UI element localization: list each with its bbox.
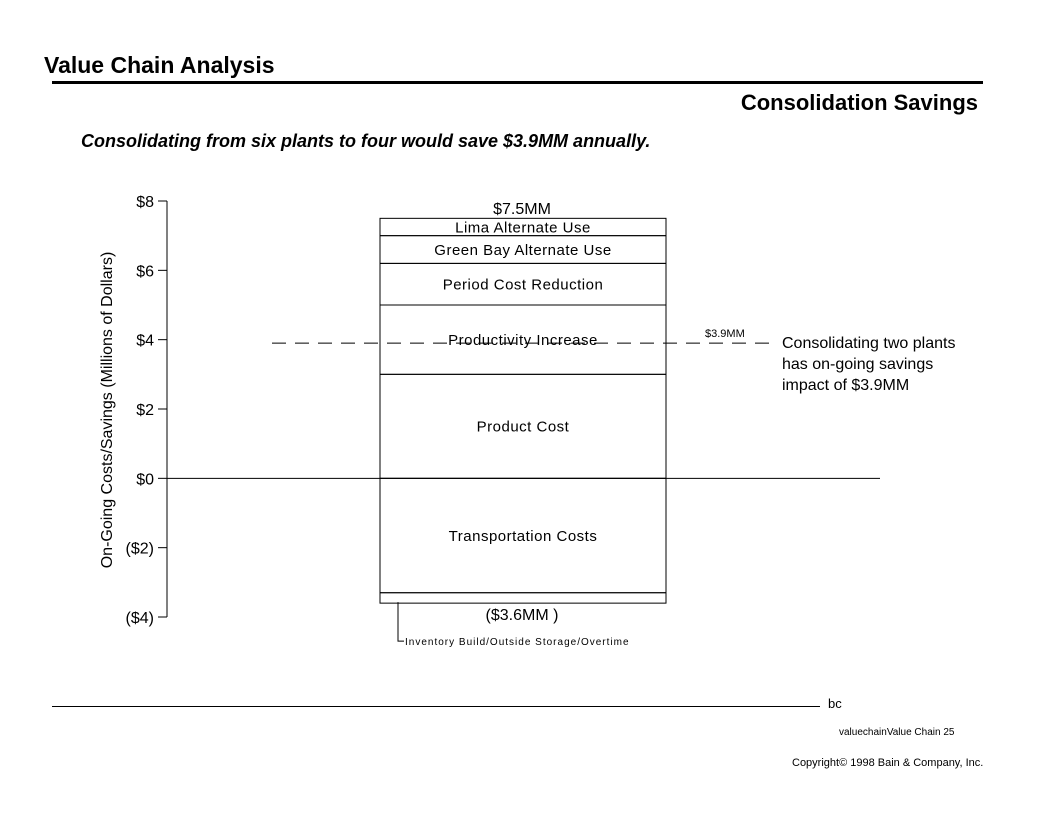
- title-rule: [52, 81, 983, 84]
- page-subtitle: Consolidation Savings: [740, 90, 978, 115]
- net-savings-line: $3.9MM: [272, 328, 770, 344]
- segment-label: Period Cost Reduction: [443, 276, 604, 293]
- y-tick-label: $0: [136, 471, 154, 488]
- callout-text: Consolidating two plants has on-going sa…: [782, 335, 956, 394]
- segment-label: Product Cost: [477, 419, 570, 436]
- y-tick-label: ($4): [126, 610, 154, 627]
- segment-label: Productivity Increase: [448, 332, 598, 349]
- segment-label: Green Bay Alternate Use: [434, 242, 611, 259]
- y-tick-label: $8: [136, 194, 154, 211]
- copyright: Copyright© 1998 Bain & Company, Inc.: [792, 757, 984, 769]
- footer-page-ref: valuechainValue Chain 25: [839, 727, 955, 738]
- y-tick-label: $4: [136, 333, 154, 350]
- y-tick-label: ($2): [126, 541, 154, 558]
- y-axis: $8 $6 $4 $2 $0 ($2) ($4): [126, 194, 880, 627]
- y-axis-label: On-Going Costs/Savings (Millions of Doll…: [99, 252, 116, 569]
- net-savings-label: $3.9MM: [705, 328, 745, 340]
- segment-label: Lima Alternate Use: [455, 219, 591, 236]
- bar-segment: [379, 592, 667, 604]
- segment-label: Inventory Build/Outside Storage/Overtime: [405, 637, 630, 648]
- y-tick-label: $6: [136, 263, 154, 280]
- y-tick-label: $2: [136, 402, 154, 419]
- headline: Consolidating from six plants to four wo…: [81, 131, 651, 151]
- page-title: Value Chain Analysis: [44, 52, 275, 78]
- total-label: $7.5MM: [493, 201, 551, 218]
- segment-leader-line: [397, 602, 404, 642]
- stacked-bar: Lima Alternate Use Green Bay Alternate Us…: [379, 217, 667, 648]
- negative-label: ($3.6MM ): [486, 607, 559, 624]
- footer-code: bc: [828, 696, 842, 711]
- footer-rule: [52, 706, 820, 707]
- segment-label: Transportation Costs: [449, 528, 598, 545]
